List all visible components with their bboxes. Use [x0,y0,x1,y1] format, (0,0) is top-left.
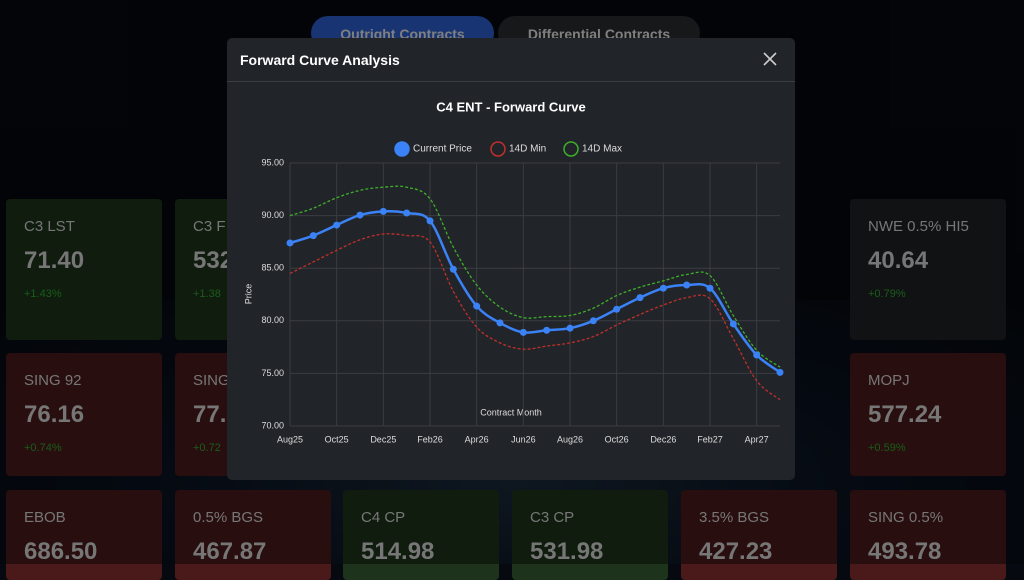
data-point [426,217,434,225]
series-line [289,233,781,401]
y-tick-label: 90.00 [261,210,284,220]
data-point [659,284,667,292]
divider [227,81,795,82]
tile-change: +0.59% [868,442,906,454]
tile-price: 40.64 [868,247,929,274]
tile-name: C3 CP [530,509,575,526]
tile-change: +0.79% [868,288,906,300]
data-point [333,221,341,229]
modal: Forward Curve Analysis C4 ENT - Forward … [227,38,795,480]
tile-name: 0.5% BGS [193,509,264,526]
data-point [706,284,714,292]
modal-title: Forward Curve Analysis [240,52,400,68]
tile-change: +1.38 [193,288,221,300]
tile-price: 77. [193,401,227,428]
x-tick-label: Aug25 [277,434,303,444]
x-tick-label: Apr27 [745,434,769,444]
x-tick-label: Jun26 [511,434,536,444]
chart-title: C4 ENT - Forward Curve [436,99,586,114]
data-point [636,294,644,302]
y-tick-label: 95.00 [261,157,284,167]
tile-price: 71.40 [24,247,85,274]
tile-change: +0.72 [193,442,221,454]
data-point [543,326,551,334]
data-point [473,302,481,310]
tile-name: NWE 0.5% HI5 [868,218,969,235]
chart: C4 ENT - Forward Curve Contract Month Pr… [243,99,784,444]
y-tick-label: 70.00 [261,420,284,430]
x-tick-label: Aug26 [557,434,583,444]
data-point [379,207,387,215]
data-point [753,351,761,359]
tile-name: SING 92 [24,372,82,389]
legend-label: Current Price [413,144,472,155]
tile-name: SING 0.5% [868,509,944,526]
x-tick-label: Dec25 [370,434,396,444]
y-tick-label: 85.00 [261,263,284,273]
price-tile[interactable]: C3 LST 71.40 +1.43% [6,199,162,340]
data-point [309,232,317,240]
tile-price: 686.50 [24,538,98,565]
data-point [496,319,504,327]
tile-price: 532 [193,247,234,274]
x-axis-label: Contract Month [480,407,542,417]
data-point [403,209,411,217]
data-point [286,239,294,247]
y-tick-label: 80.00 [261,315,284,325]
close-button[interactable] [763,52,777,66]
tile-price: 427.23 [699,538,773,565]
tile-name: EBOB [24,509,66,526]
data-point [566,324,574,332]
tile-price: 493.78 [868,538,942,565]
series-line [289,210,781,374]
legend-swatch [490,141,506,157]
legend-swatch [563,141,579,157]
legend-label: 14D Min [509,144,546,155]
tile-name: MOPJ [868,372,910,389]
tile-price: 76.16 [24,401,85,428]
price-tile[interactable]: MOPJ 577.24 +0.59% [850,353,1006,476]
page: {"tabs": ["Outright Contracts", "Differe… [0,16,1024,580]
x-tick-label: Apr26 [465,434,489,444]
data-point [729,320,737,328]
data-point [683,281,691,289]
y-tick-label: 75.00 [261,368,284,378]
tile-price: 467.87 [193,538,267,565]
data-point [613,305,621,313]
x-tick-label: Dec26 [650,434,676,444]
y-axis-label: Price [243,284,253,305]
tile-price: 577.24 [868,401,942,428]
x-tick-label: Oct26 [605,434,629,444]
data-point [589,317,597,325]
tile-price: 531.98 [530,538,604,565]
price-tile[interactable]: NWE 0.5% HI5 40.64 +0.79% [850,199,1006,340]
tile-change: +1.43% [24,288,62,300]
data-point [449,265,457,273]
tile-name: C3 F [193,218,226,235]
tile-name: SING [193,372,230,389]
legend-swatch [394,141,410,157]
x-tick-label: Feb26 [417,434,443,444]
price-tile[interactable]: SING 92 76.16 +0.74% [6,353,162,476]
x-tick-label: Oct25 [325,434,349,444]
data-point [356,211,364,219]
tile-name: C3 LST [24,218,75,235]
tile-name: C4 CP [361,509,406,526]
series-line [289,185,781,368]
x-tick-label: Feb27 [697,434,723,444]
tile-change: +0.74% [24,442,62,454]
tile-name: 3.5% BGS [699,509,770,526]
data-point [519,328,527,336]
tile-price: 514.98 [361,538,435,565]
legend-label: 14D Max [582,144,622,155]
data-point [776,368,784,376]
